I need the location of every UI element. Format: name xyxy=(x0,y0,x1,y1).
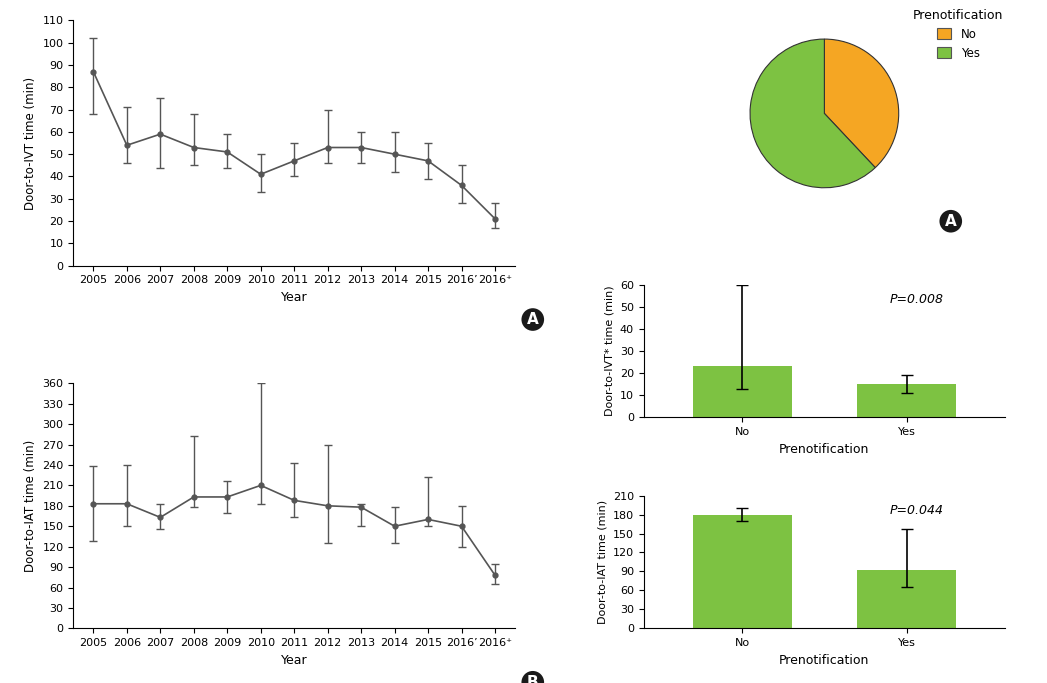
X-axis label: Prenotification: Prenotification xyxy=(779,443,870,456)
Text: A: A xyxy=(944,214,957,229)
Y-axis label: Door-to-IAT time (min): Door-to-IAT time (min) xyxy=(24,440,37,572)
Y-axis label: Door-to-IVT time (min): Door-to-IVT time (min) xyxy=(24,76,37,210)
Wedge shape xyxy=(824,39,898,167)
Bar xyxy=(693,514,792,628)
X-axis label: Year: Year xyxy=(281,291,308,304)
Wedge shape xyxy=(750,39,875,188)
Legend: No, Yes: No, Yes xyxy=(909,4,1008,64)
X-axis label: Prenotification: Prenotification xyxy=(779,654,870,667)
Bar xyxy=(693,367,792,417)
Bar xyxy=(857,384,956,417)
X-axis label: Year: Year xyxy=(281,654,308,667)
Text: P=0.008: P=0.008 xyxy=(890,292,943,305)
Text: A: A xyxy=(527,312,538,327)
Text: P=0.044: P=0.044 xyxy=(890,503,943,516)
Y-axis label: Door-to-IVT* time (min): Door-to-IVT* time (min) xyxy=(604,285,615,417)
Text: B: B xyxy=(527,675,538,683)
Y-axis label: Door-to-IAT time (min): Door-to-IAT time (min) xyxy=(597,500,607,624)
Bar xyxy=(857,570,956,628)
